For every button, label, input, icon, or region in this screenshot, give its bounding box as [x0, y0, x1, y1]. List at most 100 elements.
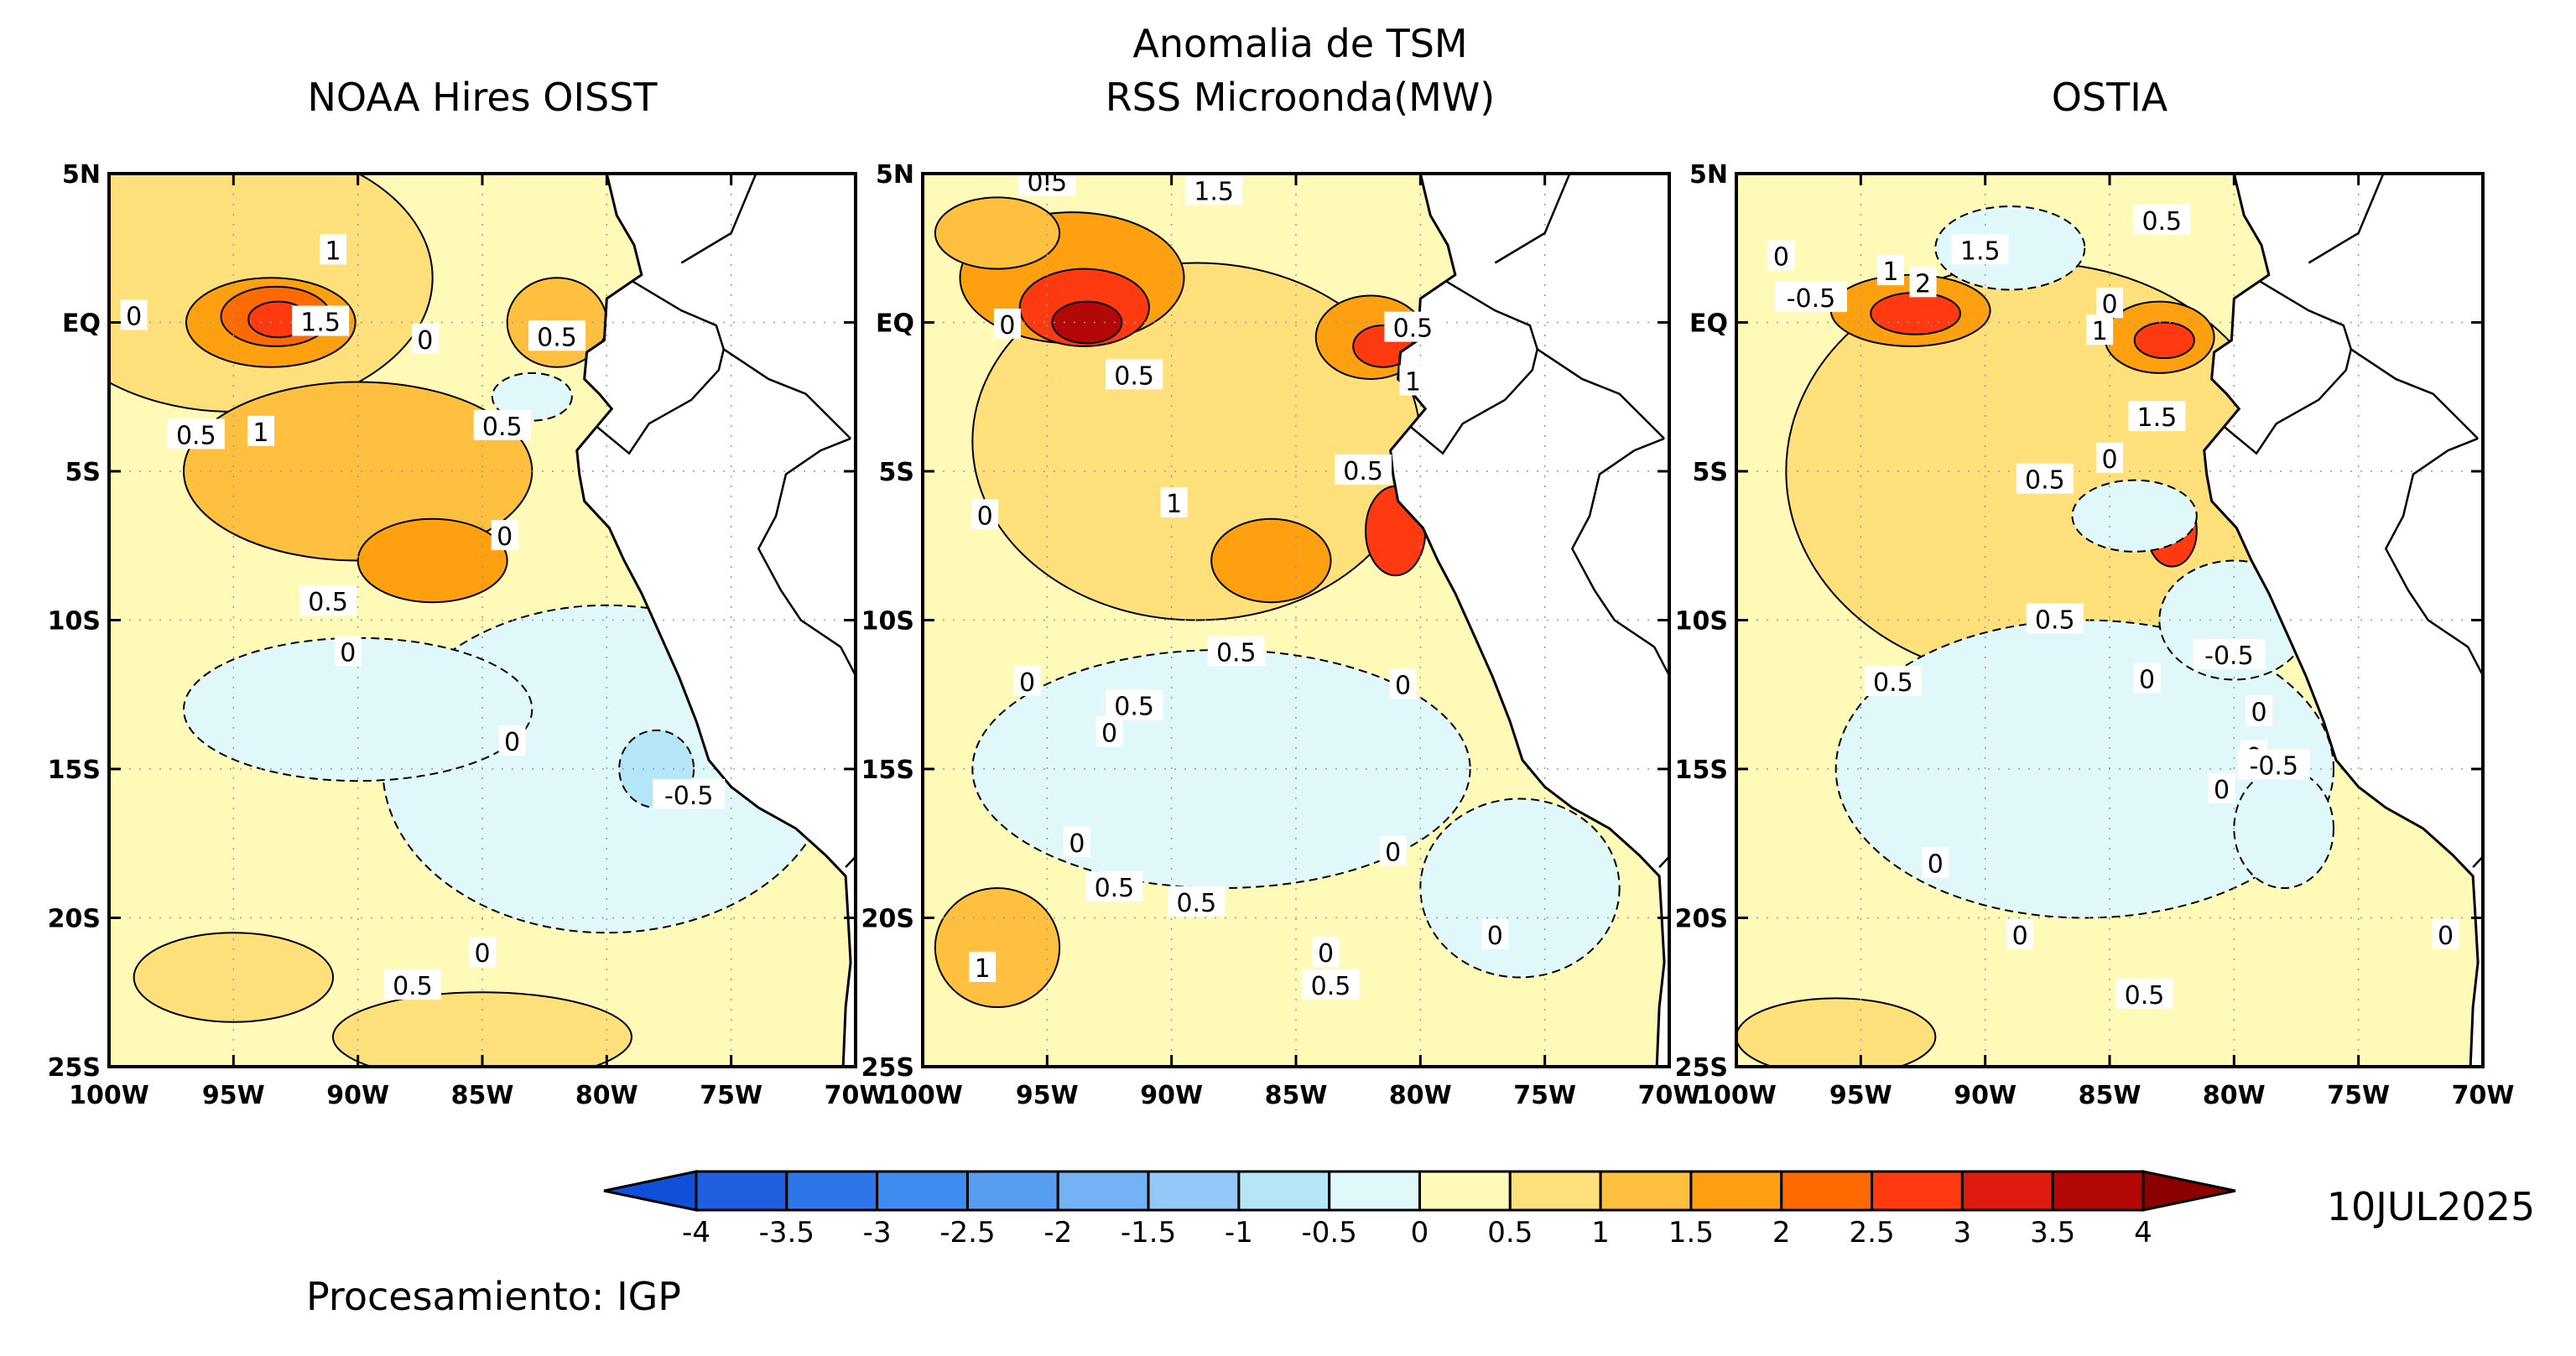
lat-tick-label: 5N: [62, 160, 101, 190]
svg-text:0: 0: [2438, 922, 2454, 951]
contour-label: 0: [971, 499, 999, 531]
country-border: [2308, 174, 2385, 264]
contour-label: 0.5: [1335, 455, 1392, 486]
lat-tick-label: 15S: [48, 756, 101, 785]
svg-text:-0.5: -0.5: [2250, 751, 2299, 781]
contour-label: 0.5: [167, 418, 225, 450]
colorbar-label: 2: [1772, 1216, 1791, 1249]
svg-text:0.5: 0.5: [1311, 972, 1351, 1001]
contour-label: 0.5: [1168, 886, 1226, 918]
contour-label: -0.5: [1775, 282, 1847, 314]
lat-tick-label: 20S: [48, 905, 101, 934]
colorbar-label: -3.5: [759, 1216, 814, 1249]
svg-text:0: 0: [1773, 242, 1789, 272]
lon-tick-label: 85W: [1265, 1081, 1328, 1110]
main-title-line2: RSS Microonda(MW): [1106, 75, 1496, 120]
lon-tick-label: 85W: [451, 1081, 514, 1110]
date-label: 10JUL2025: [2327, 1184, 2535, 1229]
lon-tick-label: 70W: [1638, 1081, 1701, 1110]
colorbar-swatch: [1147, 1170, 1241, 1212]
colorbar-swatch: [876, 1170, 969, 1212]
svg-text:0.5: 0.5: [2035, 606, 2075, 636]
lat-tick-label: 5S: [65, 458, 101, 487]
anomaly-contour: [1210, 517, 1332, 604]
lat-tick-label: 5N: [1689, 160, 1728, 190]
contour-label: 1: [320, 234, 346, 266]
colorbar-label: -1.5: [1121, 1216, 1176, 1249]
contour-label: 0.5: [1085, 871, 1143, 903]
contour-label: 0: [2208, 772, 2235, 805]
panel-title-oisst: NOAA Hires OISST: [307, 75, 658, 120]
svg-text:0: 0: [977, 501, 993, 531]
contour-label: 0: [993, 309, 1021, 340]
colorbar-under-arrow: [603, 1170, 698, 1212]
svg-text:0: 0: [1318, 939, 1334, 969]
contour-label: 0.5: [1384, 311, 1442, 344]
contour-label: 0.5: [2133, 204, 2191, 236]
colorbar-label: 1: [1591, 1216, 1610, 1249]
svg-text:0: 0: [340, 639, 356, 668]
map-panel-rss-microwave: 0.5 1.500.50.510.5100.50.5000.5000.5100.5…: [921, 172, 1671, 1068]
svg-text:1: 1: [1166, 490, 1182, 519]
country-border: [757, 437, 851, 648]
lat-tick-label: EQ: [62, 309, 101, 339]
country-border: [2384, 437, 2479, 648]
svg-text:0: 0: [126, 302, 142, 331]
colorbar-swatch: [1237, 1170, 1331, 1212]
colorbar-swatch: [1960, 1170, 2054, 1212]
lat-tick-label: 15S: [861, 756, 914, 785]
lat-tick-label: 15S: [1675, 756, 1728, 785]
svg-text:0: 0: [1928, 850, 1944, 880]
svg-text:0: 0: [504, 728, 520, 757]
lat-tick-label: 10S: [48, 607, 101, 636]
contour-label: -0.5: [2193, 639, 2266, 671]
svg-text:1: 1: [252, 418, 268, 448]
colorbar-swatch: [1056, 1170, 1150, 1212]
svg-text:1.5: 1.5: [2137, 403, 2178, 433]
lon-tick-label: 95W: [1829, 1081, 1892, 1110]
colorbar-swatch: [965, 1170, 1059, 1212]
anomaly-contour: [491, 371, 573, 422]
contour-label: 0: [334, 636, 362, 668]
contour-label: 0.5: [1207, 636, 1265, 668]
lat-tick-label: EQ: [1689, 309, 1728, 339]
contour-label: -0.5: [2237, 749, 2310, 781]
contour-label: 0: [2246, 695, 2272, 728]
anomaly-contour: [1051, 300, 1123, 345]
colorbar-label: -4: [682, 1216, 710, 1249]
lon-tick-label: 75W: [700, 1081, 762, 1110]
svg-text:0: 0: [1395, 672, 1411, 701]
svg-text:1: 1: [1882, 257, 1898, 287]
country-border: [2223, 279, 2353, 455]
country-border: [1409, 279, 1539, 455]
lat-tick-label: 20S: [861, 905, 914, 934]
colorbar-swatch: [695, 1170, 788, 1212]
svg-text:0: 0: [1385, 838, 1401, 867]
colorbar-label: 3: [1954, 1216, 1972, 1249]
svg-text:1: 1: [1405, 368, 1421, 397]
map-panel-oisst: 1 0 1.5 0.5 0 0.5 1 0.5 0 0.5 0 0 -0.5 0 0.5: [107, 172, 857, 1068]
contour-label: 0.5: [528, 320, 585, 352]
contour-label: 1: [1876, 255, 1904, 287]
lat-tick-label: 5N: [876, 160, 914, 190]
colorbar-label: 1.5: [1668, 1216, 1714, 1249]
contour-label: 1.5: [2128, 401, 2186, 433]
svg-text:2: 2: [1915, 269, 1931, 299]
anomaly-contour: [2071, 479, 2198, 553]
lon-tick-label: 80W: [2203, 1081, 2266, 1110]
svg-text:0.5: 0.5: [1176, 889, 1216, 918]
anomaly-contour: [934, 887, 1061, 1008]
svg-text:0.5: 0.5: [1873, 668, 1913, 698]
svg-text:0.5: 0.5: [308, 588, 348, 617]
svg-text:1: 1: [2092, 317, 2108, 346]
colorbar-label: -2: [1043, 1216, 1072, 1249]
contour-label: 1: [247, 415, 274, 448]
svg-text:0.5: 0.5: [1216, 639, 1257, 668]
lat-tick-label: 20S: [1675, 905, 1728, 934]
svg-text:0: 0: [2101, 445, 2117, 475]
lat-tick-label: 5S: [1693, 458, 1728, 487]
contour-label: 0: [2096, 288, 2123, 320]
svg-text:0.5: 0.5: [1393, 314, 1434, 344]
country-border: [1537, 348, 1665, 439]
